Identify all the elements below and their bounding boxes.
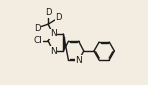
Text: N: N	[75, 56, 82, 65]
Text: D: D	[45, 8, 51, 17]
Text: Cl: Cl	[33, 36, 42, 45]
Text: N: N	[50, 29, 57, 39]
Text: D: D	[55, 13, 62, 22]
Text: D: D	[34, 24, 41, 33]
Text: N: N	[50, 46, 57, 56]
